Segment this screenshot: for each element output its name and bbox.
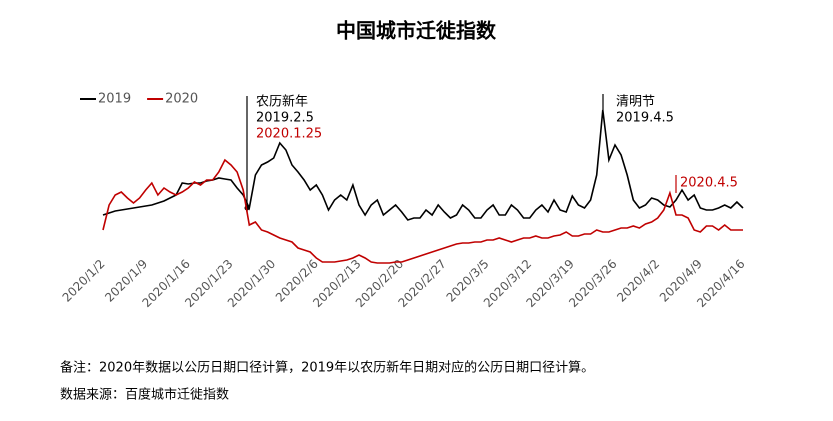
legend-label: 2019 [98,92,131,107]
series-line [102,158,743,264]
note: 数据来源：百度城市迁徙指数 [60,387,229,403]
annotation-label: 农历新年 [256,94,308,110]
annotation-date: 2019.4.5 [616,111,674,126]
x-tick-label: 2020/4/2 [614,257,662,305]
note: 备注：2020年数据以公历日期口径计算，2019年以农历新年日期对应的公历日期口… [60,360,594,376]
legend-label: 2020 [165,92,198,107]
annotation-date: 2020.4.5 [680,176,738,191]
series-line [102,109,744,221]
chart-title: 中国城市迁徙指数 [336,19,497,43]
x-tick-label: 2020/1/2 [60,257,108,305]
annotation-date: 2020.1.25 [256,127,322,142]
annotation-label: 清明节 [616,95,655,110]
annotation-date: 2019.2.5 [256,111,314,126]
